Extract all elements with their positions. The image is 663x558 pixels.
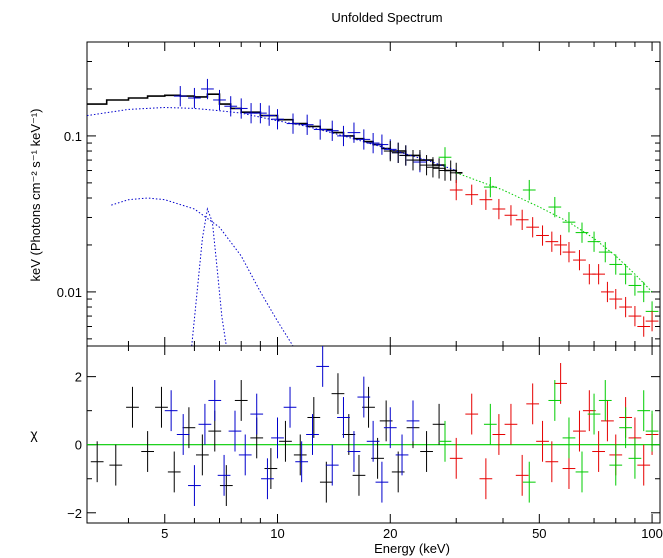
y-tick-label: 0.1: [64, 129, 82, 144]
y-tick-label: −2: [67, 506, 82, 521]
model-component-blue: [111, 197, 294, 346]
x-tick-label: 10: [270, 526, 284, 541]
y-axis-label-residuals: χ: [30, 426, 38, 442]
x-tick-label: 50: [532, 526, 546, 541]
y-axis-label-spectrum: keV (Photons cm⁻² s⁻¹ keV⁻¹): [28, 108, 43, 281]
y-tick-label: 2: [75, 370, 82, 385]
y-tick-label: 0: [75, 438, 82, 453]
residuals-frame: [86, 345, 661, 524]
x-tick-label: 5: [161, 526, 168, 541]
chart-title: Unfolded Spectrum: [331, 10, 442, 25]
spectrum-frame: [86, 41, 661, 347]
x-axis-label: Energy (keV): [374, 541, 450, 556]
spectrum-series: [87, 78, 659, 346]
model-component-blue: [87, 106, 457, 171]
residuals-series: [90, 346, 659, 506]
x-tick-label: 20: [383, 526, 397, 541]
x-tick-label: 100: [641, 526, 663, 541]
y-tick-label: 0.01: [57, 285, 82, 300]
spectrum-panel: 0.1 0.01: [57, 41, 661, 347]
model-component-blue: [191, 207, 227, 346]
model-component-green: [456, 172, 653, 293]
